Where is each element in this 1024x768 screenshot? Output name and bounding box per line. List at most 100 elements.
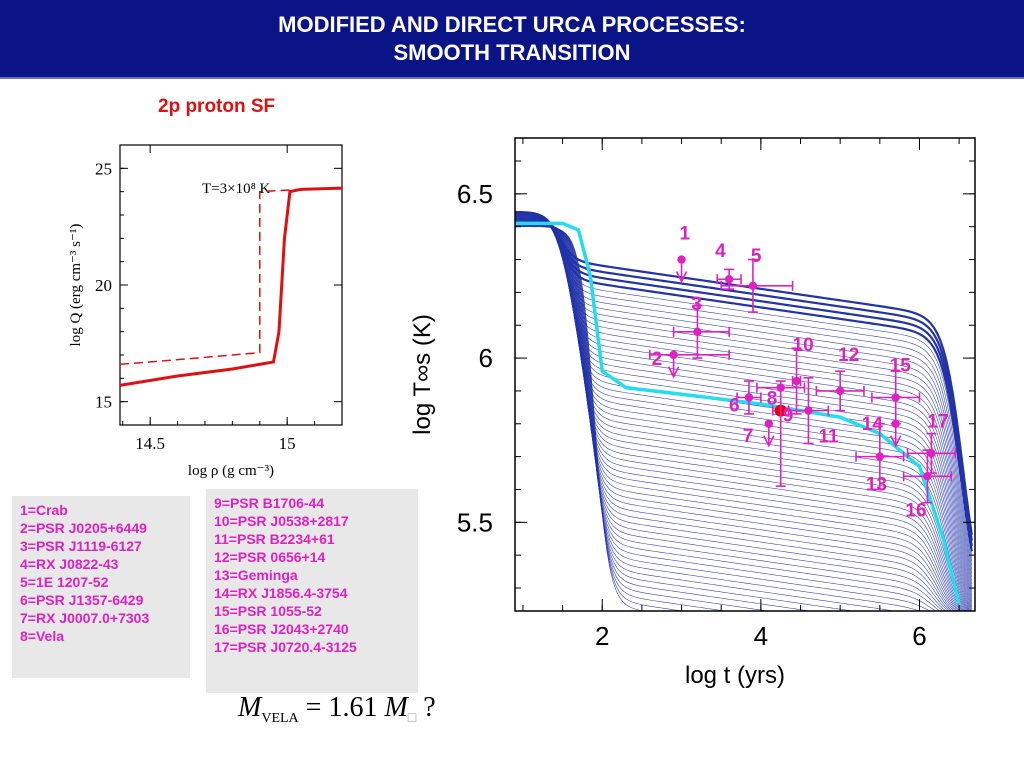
cooling-curve <box>515 223 941 611</box>
title-line-1: MODIFIED AND DIRECT URCA PROCESSES: <box>278 11 746 37</box>
data-marker <box>792 376 801 386</box>
y-tick-label: 25 <box>95 159 112 178</box>
cooling-curve <box>515 211 973 541</box>
data-point-4: 4 <box>715 241 742 290</box>
subtitle: 2p proton SF <box>158 96 276 117</box>
title-bar: MODIFIED AND DIRECT URCA PROCESSES: SMOO… <box>0 0 1024 79</box>
formula-m: M <box>238 692 262 723</box>
legend-left-item: 4=RX J0822-43 <box>20 556 119 572</box>
data-marker <box>923 472 932 481</box>
data-point-6: 6 <box>729 380 762 416</box>
data-point-label: 3 <box>691 294 702 315</box>
cooling-curve <box>515 225 727 611</box>
cooling-curve <box>515 214 973 584</box>
x-tick-label: 4 <box>754 621 768 651</box>
y-axis-label: log Q (erg cm⁻³ s⁻¹) <box>68 224 84 347</box>
cooling-curve <box>515 218 973 610</box>
legend-right-item: 12=PSR 0656+14 <box>214 549 326 565</box>
upper-limit-arrow <box>667 366 680 379</box>
y-tick-label: 15 <box>95 393 112 412</box>
data-marker <box>875 452 885 461</box>
data-point-17: 17 <box>906 411 956 474</box>
data-marker <box>927 449 936 458</box>
legend-left-item: 2=PSR J0205+6449 <box>20 520 147 536</box>
cooling-curve <box>515 221 958 611</box>
legend-right-item: 14=RX J1856.4-3754 <box>214 585 348 601</box>
cooling-curve <box>515 221 956 611</box>
data-point-label: 8 <box>767 389 778 410</box>
data-marker <box>744 393 754 402</box>
legend-right: 9=PSR B1706-44 10=PSR J0538+2817 11=PSR B2… <box>206 489 418 693</box>
formula-eq: = 1.61 <box>298 692 385 723</box>
cooling-curve <box>515 224 931 611</box>
cooling-curve <box>515 213 973 570</box>
cooling-curve <box>515 222 949 611</box>
cooling-curve <box>515 221 960 611</box>
y-tick-label: 20 <box>95 276 112 295</box>
data-point-label: 5 <box>751 246 762 267</box>
legend-left-item: 3=PSR J1119-6127 <box>20 538 142 554</box>
formula-sub: VELA <box>261 711 299 726</box>
y-tick-label: 5.5 <box>457 507 493 537</box>
legend-right-item: 11=PSR B2234+61 <box>214 531 335 547</box>
data-point-label: 6 <box>729 395 740 416</box>
legend-right-item: 16=PSR J2043+2740 <box>214 621 349 637</box>
data-point-label: 13 <box>866 475 887 496</box>
data-point-10: 10 <box>791 335 814 415</box>
y-tick-label: 6.5 <box>457 179 493 209</box>
data-marker <box>677 255 686 264</box>
cooling-curve <box>515 213 973 566</box>
cooling-curve <box>515 213 973 574</box>
data-point-7: 7 <box>743 419 775 448</box>
data-marker <box>835 386 845 396</box>
plot-frame <box>514 137 976 612</box>
legend-right-item: 9=PSR B1706-44 <box>214 495 325 511</box>
data-marker <box>764 419 773 428</box>
cooling-curve <box>515 217 973 608</box>
x-tick-label: 14.5 <box>135 434 165 453</box>
emissivity-dashed-curve <box>119 187 343 366</box>
data-point-label: 11 <box>818 427 839 448</box>
data-point-13: 13 <box>855 422 905 496</box>
legend-left-item: 8=Vela <box>20 628 64 644</box>
data-marker <box>748 281 758 291</box>
cooling-curve <box>515 222 955 611</box>
emissivity-solid-curve <box>119 186 343 387</box>
data-point-12: 12 <box>815 345 865 412</box>
data-point-5: 5 <box>720 246 794 313</box>
data-marker <box>724 275 734 284</box>
cooling-curve <box>515 225 813 611</box>
data-point-15: 15 <box>871 355 921 425</box>
data-point-label: 10 <box>793 335 814 356</box>
formula-m2: M <box>384 692 408 723</box>
legend-left-item: 6=PSR J1357-6429 <box>20 592 144 608</box>
data-point-label: 1 <box>680 224 691 245</box>
data-point-label: 14 <box>862 414 884 435</box>
formula-box: □ <box>407 711 417 726</box>
x-axis-label: log t (yrs) <box>685 662 785 689</box>
legend-left: 1=Crab 2=PSR J0205+6449 3=PSR J1119-6127 4=… <box>12 496 190 678</box>
cooling-curve <box>515 226 685 611</box>
x-tick-label: 2 <box>595 621 609 651</box>
data-point-1: 1 <box>675 224 691 284</box>
cooling-curve <box>515 226 645 611</box>
formula-q: ? <box>416 692 436 723</box>
data-point-label: 4 <box>715 241 726 262</box>
data-point-16: 16 <box>902 449 953 521</box>
legend-right-item: 10=PSR J0538+2817 <box>214 513 349 529</box>
emissivity-chart: 14.5 15 15 20 25 T=3×10⁸ K log ρ (g cm⁻³) log Q… <box>68 144 343 479</box>
data-marker <box>891 393 900 402</box>
cooling-curve <box>515 217 973 607</box>
legend-right-item: 13=Geminga <box>214 567 298 583</box>
upper-limit-arrow <box>675 271 688 284</box>
legend-right-item: 17=PSR J0720.4-3125 <box>214 639 357 655</box>
cooling-curve <box>515 217 973 609</box>
cooling-curve <box>515 224 896 611</box>
data-marker <box>669 350 678 359</box>
upper-limit-arrow <box>763 435 775 448</box>
data-point-label: 9 <box>783 406 794 427</box>
cooling-curve <box>515 222 953 611</box>
data-point-label: 12 <box>838 345 859 366</box>
data-point-label: 16 <box>905 500 926 521</box>
